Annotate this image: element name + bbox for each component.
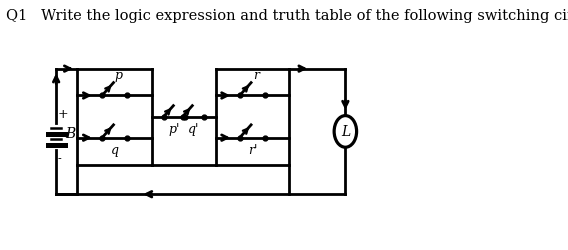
Text: r': r' xyxy=(248,143,257,156)
Text: p: p xyxy=(115,68,123,81)
Text: B: B xyxy=(65,127,76,141)
Text: r: r xyxy=(253,68,259,81)
Text: q': q' xyxy=(187,122,199,135)
Text: p': p' xyxy=(169,122,180,135)
Text: L: L xyxy=(341,125,350,139)
Text: -: - xyxy=(57,154,61,164)
Text: Q1   Write the logic expression and truth table of the following switching circu: Q1 Write the logic expression and truth … xyxy=(6,9,568,23)
Text: +: + xyxy=(57,107,68,120)
Text: q: q xyxy=(111,143,119,156)
